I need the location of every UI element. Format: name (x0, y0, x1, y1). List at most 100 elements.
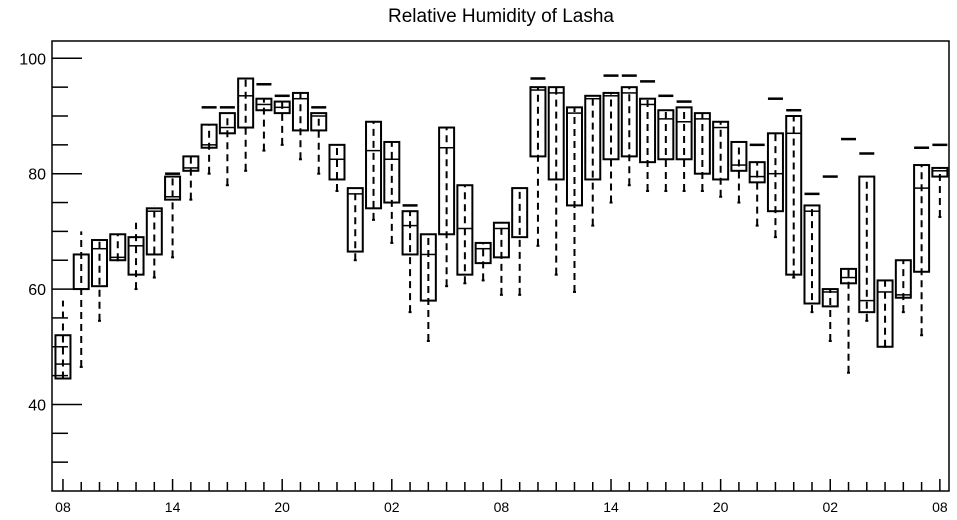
box (456, 184, 474, 276)
box-group (748, 143, 766, 227)
box (383, 140, 401, 204)
box (657, 109, 675, 161)
box-group (858, 152, 876, 322)
box-group (164, 172, 182, 259)
box-group (255, 83, 273, 152)
box (547, 86, 565, 181)
box-group (602, 74, 620, 204)
chart-title: Relative Humidity of Lasha (388, 6, 614, 27)
box-group (657, 94, 675, 192)
box-group (584, 94, 602, 227)
x-tick-label: 20 (274, 499, 290, 515)
box (182, 155, 200, 172)
box-group (328, 143, 346, 192)
box-group (291, 91, 309, 161)
box (675, 106, 693, 161)
box (419, 233, 437, 302)
box-group (803, 192, 821, 314)
box (145, 207, 163, 256)
box-group (273, 94, 291, 146)
y-tick-label: 60 (28, 282, 46, 299)
x-tick-label: 14 (603, 499, 619, 515)
box-group (419, 233, 437, 342)
box-group (456, 184, 474, 285)
box (748, 161, 766, 184)
box (127, 236, 145, 276)
x-tick-label: 20 (713, 499, 729, 515)
box (218, 112, 236, 135)
box (365, 120, 383, 210)
box-group (565, 106, 583, 293)
box-group (913, 146, 931, 337)
box-group (346, 187, 364, 262)
box (712, 120, 730, 181)
box-group (894, 259, 912, 314)
box-group (511, 187, 529, 296)
box-group (310, 106, 328, 175)
boxes-group (54, 74, 949, 380)
x-tick-label: 08 (55, 499, 71, 515)
box-group (474, 241, 492, 282)
box (840, 267, 858, 285)
box-group (675, 100, 693, 192)
box (766, 132, 784, 213)
box (894, 259, 912, 299)
box-group (693, 112, 711, 192)
box-group (383, 140, 401, 244)
box-group (730, 140, 748, 204)
box-group (876, 279, 894, 348)
box (492, 221, 510, 259)
box-group (766, 97, 784, 239)
x-axis: 08 14 20 02 08 14 20 02 08 (55, 479, 948, 515)
box-group (620, 74, 638, 187)
box (693, 112, 711, 175)
box-group (200, 106, 218, 175)
box (237, 77, 255, 129)
box (90, 239, 108, 288)
box (529, 86, 547, 158)
box (565, 106, 583, 207)
box-group (840, 137, 858, 374)
box (310, 112, 328, 132)
box-group (529, 77, 547, 247)
box (328, 143, 346, 181)
box-group (145, 205, 163, 279)
box (730, 140, 748, 172)
box-group (237, 77, 255, 172)
box-group (712, 120, 730, 198)
plot-frame (51, 40, 950, 492)
box-group (90, 239, 108, 322)
box-group (127, 222, 145, 291)
box (438, 126, 456, 236)
y-tick-label: 80 (28, 167, 46, 184)
y-tick-label: 100 (19, 51, 46, 68)
box-group (639, 80, 657, 192)
box (913, 164, 931, 273)
box (602, 91, 620, 161)
box (72, 253, 90, 291)
box-group (54, 300, 72, 380)
x-tick-label: 08 (494, 499, 510, 515)
box (876, 279, 894, 348)
x-tick-label: 02 (822, 499, 838, 515)
box (785, 115, 803, 276)
y-axis: 40 60 80 100 (19, 51, 82, 463)
box-group (72, 231, 90, 368)
box (821, 288, 839, 308)
box-group (218, 106, 236, 187)
box (474, 241, 492, 265)
box (109, 233, 127, 262)
box (291, 91, 309, 132)
box (858, 175, 876, 314)
box (200, 123, 218, 149)
x-tick-label: 14 (165, 499, 181, 515)
box (164, 175, 182, 201)
box-group (931, 143, 949, 218)
box (346, 187, 364, 253)
box (639, 97, 657, 164)
box (401, 210, 419, 256)
box-group (785, 108, 803, 279)
x-tick-label: 02 (384, 499, 400, 515)
box-group (401, 204, 419, 314)
